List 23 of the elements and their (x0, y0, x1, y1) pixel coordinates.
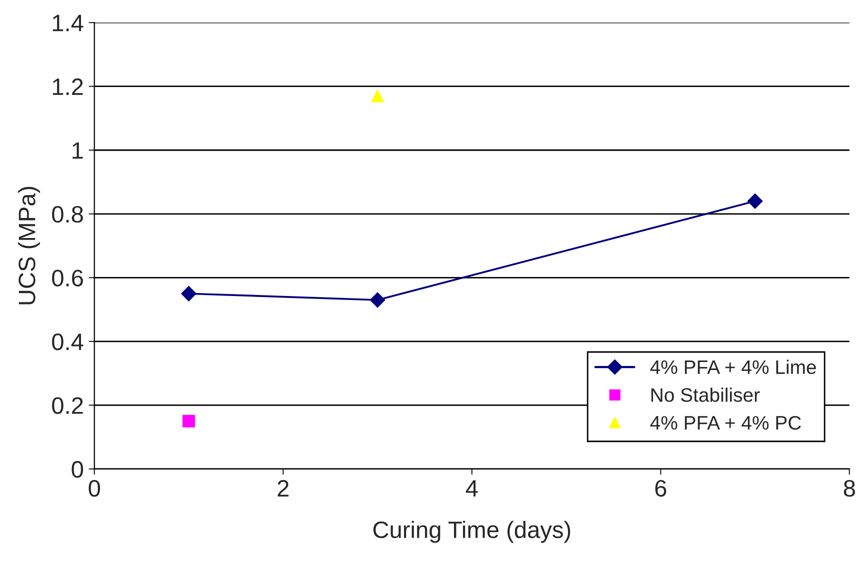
y-axis-title: UCS (MPa) (18, 186, 40, 304)
point (747, 194, 763, 209)
x-tick-label: 8 (844, 480, 855, 497)
y-tick-label: 0.4 (52, 333, 84, 350)
x-tick-label: 2 (278, 480, 289, 496)
x-tick-label: 6 (655, 480, 666, 497)
point (181, 286, 196, 302)
y-tick-label: 0 (72, 461, 84, 478)
legend-label: 4% PFA + 4% PC (650, 416, 801, 430)
point (182, 414, 196, 428)
y-tick-label: 0.6 (52, 270, 83, 286)
x-axis-title: Curing Time (days) (373, 520, 570, 543)
x-tick-label: 0 (88, 480, 100, 497)
point (371, 90, 384, 102)
y-tick-label: 1 (72, 142, 83, 159)
y-tick-label: 1.4 (52, 14, 84, 32)
legend-label: 4% PFA + 4% Lime (650, 360, 816, 374)
y-tick-label: 0.2 (52, 397, 83, 414)
y-tick-label: 1.2 (52, 78, 83, 95)
legend-label: No Stabiliser (651, 388, 760, 402)
y-tick-label: 0.8 (52, 206, 83, 223)
point (370, 292, 386, 308)
x-tick-label: 4 (466, 480, 478, 496)
